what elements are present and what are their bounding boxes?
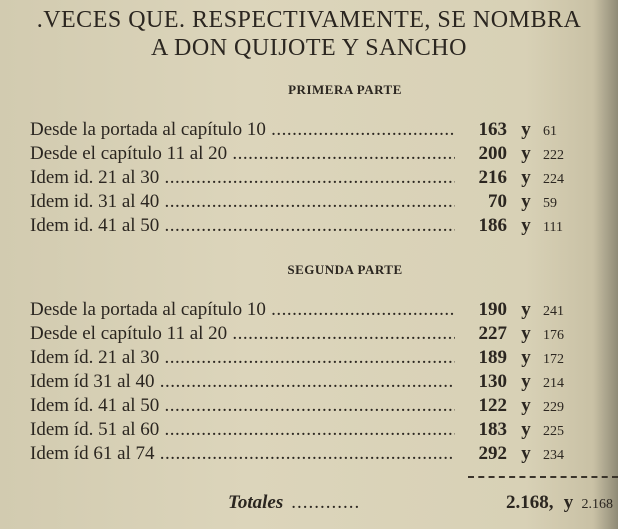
table-row: Idem id. 31 al 40 70 y 59 <box>30 190 618 214</box>
row-label: Idem id. 41 al 50 <box>30 214 455 238</box>
totals-label: Totales <box>228 492 284 513</box>
count-sancho: 59 <box>543 196 557 211</box>
separator: y <box>521 119 531 140</box>
row-label: Desde el capítulo 11 al 20 <box>30 322 455 346</box>
section-heading-primera: PRIMERA PARTE <box>288 82 402 97</box>
totals-row: Totales ............ 2.168, y 2.168 <box>228 490 613 516</box>
table-row: Desde la portada al capítulo 10 163 y 61 <box>30 118 618 142</box>
totals-rule <box>468 476 618 478</box>
separator: y <box>521 395 531 416</box>
count-sancho: 222 <box>543 148 564 163</box>
row-label: Desde la portada al capítulo 10 <box>30 298 455 322</box>
totals-quijote: 2.168, <box>506 492 554 513</box>
separator: y <box>521 299 531 320</box>
count-quijote: 70 <box>488 191 507 212</box>
count-sancho: 224 <box>543 172 564 187</box>
count-quijote: 190 <box>478 299 508 320</box>
separator: y <box>521 143 531 164</box>
count-sancho: 176 <box>543 328 564 343</box>
count-quijote: 186 <box>478 215 508 236</box>
count-quijote: 292 <box>478 443 508 464</box>
count-quijote: 189 <box>478 347 508 368</box>
table-row: Idem id. 21 al 30 216 y 224 <box>30 166 618 190</box>
count-sancho: 111 <box>543 220 563 235</box>
count-sancho: 234 <box>543 448 564 463</box>
separator: y <box>521 167 531 188</box>
separator: y <box>521 323 531 344</box>
count-quijote: 130 <box>478 371 508 392</box>
row-label: Idem íd. 41 al 50 <box>30 394 455 418</box>
table-row: Idem íd. 21 al 30 189 y 172 <box>30 346 618 370</box>
table-row: Desde el capítulo 11 al 20 227 y 176 <box>30 322 618 346</box>
separator: y <box>521 419 531 440</box>
table-row: Desde la portada al capítulo 10 190 y 241 <box>30 298 618 322</box>
count-quijote: 122 <box>478 395 508 416</box>
separator: y <box>521 215 531 236</box>
separator: y <box>521 371 531 392</box>
row-label: Idem íd 61 al 74 <box>30 442 455 466</box>
table-row: Idem íd 61 al 74 292 y 234 <box>30 442 618 466</box>
count-sancho: 241 <box>543 304 564 319</box>
count-sancho: 61 <box>543 124 557 139</box>
table-row: Idem íd 31 al 40 130 y 214 <box>30 370 618 394</box>
separator: y <box>521 347 531 368</box>
table-row: Desde el capítulo 11 al 20 200 y 222 <box>30 142 618 166</box>
count-sancho: 214 <box>543 376 564 391</box>
count-quijote: 183 <box>478 419 508 440</box>
row-label: Idem íd. 51 al 60 <box>30 418 455 442</box>
count-quijote: 227 <box>478 323 508 344</box>
count-quijote: 163 <box>478 119 508 140</box>
count-sancho: 225 <box>543 424 564 439</box>
count-quijote: 200 <box>478 143 508 164</box>
table-row: Idem íd. 41 al 50 122 y 229 <box>30 394 618 418</box>
row-label: Idem íd. 21 al 30 <box>30 346 455 370</box>
count-sancho: 229 <box>543 400 564 415</box>
count-sancho: 172 <box>543 352 564 367</box>
row-label: Desde el capítulo 11 al 20 <box>30 142 455 166</box>
totals-leader: ............ <box>291 492 361 513</box>
row-label: Idem íd 31 al 40 <box>30 370 455 394</box>
row-label: Idem id. 31 al 40 <box>30 190 455 214</box>
title-line-2: A DON QUIJOTE Y SANCHO <box>151 35 467 61</box>
section-heading-segunda: SEGUNDA PARTE <box>287 262 403 277</box>
totals-sancho: 2.168 <box>581 497 614 512</box>
separator: y <box>521 191 531 212</box>
totals-sep: y <box>563 492 574 513</box>
title-line-1: .VECES QUE. RESPECTIVAMENTE, SE NOMBRA <box>36 7 582 33</box>
table-row: Idem íd. 51 al 60 183 y 225 <box>30 418 618 442</box>
separator: y <box>521 443 531 464</box>
row-label: Desde la portada al capítulo 10 <box>30 118 455 142</box>
count-quijote: 216 <box>478 167 508 188</box>
table-row: Idem id. 41 al 50 186 y 111 <box>30 214 618 238</box>
row-label: Idem id. 21 al 30 <box>30 166 455 190</box>
